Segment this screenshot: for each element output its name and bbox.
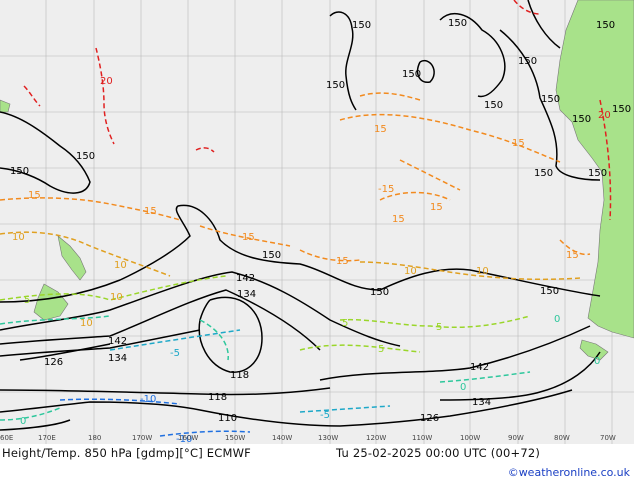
temp-label: 10 — [12, 232, 25, 243]
height-label: 150 — [540, 286, 559, 297]
height-label: 150 — [326, 80, 345, 91]
height-label: 150 — [76, 151, 95, 162]
height-label: 150 — [541, 94, 560, 105]
temp-label: 10 — [404, 266, 417, 277]
lon-label: 70W — [600, 434, 616, 442]
height-label: 110 — [218, 413, 237, 424]
lon-label: 170E — [38, 434, 56, 442]
temp-label: 15 — [336, 256, 349, 267]
temp-label: 15 — [512, 138, 525, 149]
temp-label: -5 — [170, 348, 180, 359]
temp-label: 15 — [392, 214, 405, 225]
height-label: 150 — [572, 114, 591, 125]
temp-label: 10 — [114, 260, 127, 271]
height-label: 150 — [370, 287, 389, 298]
temp-label: 20 — [598, 110, 611, 121]
footer-band — [0, 444, 634, 490]
lon-label: 150W — [225, 434, 245, 442]
temperature-contours — [0, 0, 612, 437]
lon-label: 140W — [272, 434, 292, 442]
height-label: 150 — [484, 100, 503, 111]
height-label: 150 — [534, 168, 553, 179]
height-label: 126 — [420, 413, 439, 424]
temp-label: 15 — [430, 202, 443, 213]
height-label: 150 — [10, 166, 29, 177]
height-label: 142 — [108, 336, 127, 347]
temp-label: 5 — [342, 318, 348, 329]
temp-label: -5 — [320, 410, 330, 421]
temp-label: 15 — [374, 124, 387, 135]
temp-label: 0 — [554, 314, 560, 325]
land-areas — [0, 0, 634, 361]
lon-label: 170W — [132, 434, 152, 442]
height-label: 134 — [237, 289, 256, 300]
height-label: 142 — [470, 362, 489, 373]
temp-label: -10 — [176, 434, 192, 445]
lon-label: 60E — [0, 434, 13, 442]
south-america-landmass — [555, 0, 634, 339]
height-label: 150 — [612, 104, 631, 115]
temp-label: 15 — [28, 190, 41, 201]
temp-label: 5 — [24, 295, 30, 306]
temp-label: 0 — [460, 382, 466, 393]
temp-label: 0 — [594, 356, 600, 367]
temp-label: 15 — [566, 250, 579, 261]
height-label: 150 — [518, 56, 537, 67]
new-zealand-north-island — [57, 235, 87, 281]
height-label: 118 — [230, 370, 249, 381]
temperature-labels: 20 20 15 15 15 15 15 15 15 15 15 10 10 1… — [12, 76, 611, 445]
temp-label: 10 — [110, 292, 123, 303]
temp-label: 0 — [20, 416, 26, 427]
height-contours — [0, 0, 601, 431]
temp-label: 5 — [436, 322, 442, 333]
lon-label: 160W — [178, 434, 198, 442]
temp-label: -15 — [378, 184, 394, 195]
temp-label: 10 — [476, 266, 489, 277]
height-label: 118 — [208, 392, 227, 403]
lon-label: 80W — [554, 434, 570, 442]
lon-label: 100W — [460, 434, 480, 442]
height-label: 150 — [402, 69, 421, 80]
height-label: 150 — [588, 168, 607, 179]
height-label: 150 — [596, 20, 615, 31]
height-label: 150 — [262, 250, 281, 261]
temp-label: 5 — [378, 344, 384, 355]
height-label: 150 — [352, 20, 371, 31]
lon-label: 130W — [318, 434, 338, 442]
height-label: 126 — [44, 357, 63, 368]
lon-label: 120W — [366, 434, 386, 442]
lon-label: 180 — [88, 434, 101, 442]
small-island — [0, 99, 11, 113]
height-labels: 150 150 150 150 150 150 150 150 150 150 … — [10, 18, 631, 424]
longitude-labels: 60E 170E 180 170W 160W 150W 140W 130W 12… — [0, 434, 616, 442]
valid-time: Tu 25-02-2025 00:00 UTC (00+72) — [336, 446, 541, 460]
height-label: 142 — [236, 273, 255, 284]
height-label: 150 — [448, 18, 467, 29]
map-background — [0, 0, 634, 444]
temp-label: 15 — [242, 232, 255, 243]
temp-label: 15 — [144, 206, 157, 217]
height-label: 134 — [472, 397, 491, 408]
map-title: Height/Temp. 850 hPa [gdmp][°C] ECMWF — [2, 446, 251, 460]
tierra-del-fuego — [579, 339, 609, 361]
temp-label: 10 — [80, 318, 93, 329]
credit-link[interactable]: ©weatheronline.co.uk — [507, 466, 630, 479]
lon-label: 90W — [508, 434, 524, 442]
temp-label: 20 — [100, 76, 113, 87]
height-label: 134 — [108, 353, 127, 364]
lon-label: 110W — [412, 434, 432, 442]
temp-label: -10 — [140, 394, 156, 405]
